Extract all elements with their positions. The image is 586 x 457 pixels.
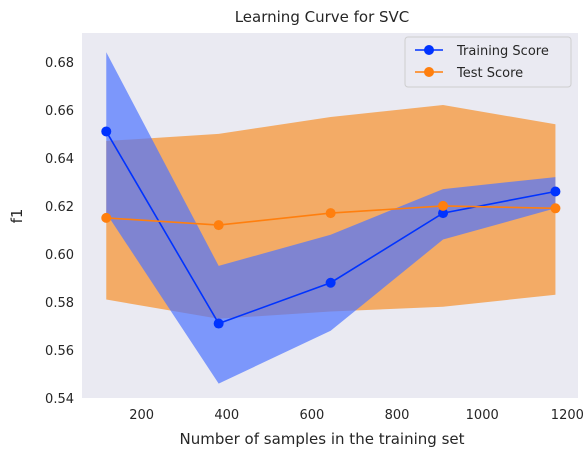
point-test [213, 220, 224, 231]
x-axis-label: Number of samples in the training set [180, 430, 465, 448]
point-training [213, 318, 224, 329]
y-tick-label: 0.62 [45, 200, 74, 215]
x-tick-label: 400 [214, 408, 239, 423]
legend-marker-test [424, 67, 434, 77]
y-tick-label: 0.56 [45, 344, 74, 359]
y-tick-label: 0.64 [45, 152, 74, 167]
y-tick-label: 0.66 [45, 104, 74, 119]
x-tick-label: 1200 [551, 408, 584, 423]
y-axis-ticks: 0.54 0.56 0.58 0.60 0.62 0.64 0.66 0.68 [45, 56, 74, 407]
x-tick-label: 1000 [466, 408, 499, 423]
y-tick-label: 0.58 [45, 296, 74, 311]
point-test [325, 208, 336, 219]
point-test [438, 200, 449, 211]
point-test [101, 212, 112, 223]
x-tick-label: 600 [299, 408, 324, 423]
chart-title: Learning Curve for SVC [235, 8, 410, 26]
y-tick-label: 0.54 [45, 392, 74, 407]
y-tick-label: 0.68 [45, 56, 74, 71]
series-points [101, 126, 561, 329]
y-axis-label: f1 [8, 209, 26, 224]
point-training [438, 208, 449, 219]
x-tick-label: 200 [129, 408, 154, 423]
legend-marker-training [424, 45, 434, 55]
x-tick-label: 800 [385, 408, 410, 423]
point-training [550, 186, 561, 197]
point-test [550, 203, 561, 214]
y-tick-label: 0.60 [45, 248, 74, 263]
point-training [101, 126, 112, 137]
legend-label-test: Test Score [456, 66, 523, 81]
x-axis-ticks: 200 400 600 800 1000 1200 [129, 408, 584, 423]
legend-box [404, 36, 572, 88]
legend: Training Score Test Score [404, 36, 572, 88]
legend-label-training: Training Score [456, 44, 549, 59]
band-training [106, 52, 556, 384]
point-training [325, 277, 336, 288]
